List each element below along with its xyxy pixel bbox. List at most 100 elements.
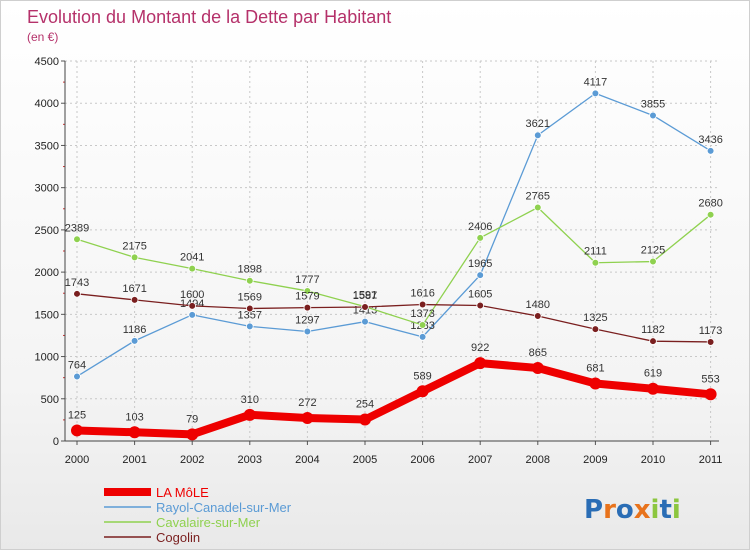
logo-letter: i — [651, 495, 660, 525]
data-point — [418, 333, 427, 341]
series-group: 7641186149413571297141312331965362141173… — [65, 76, 723, 441]
logo-letter: P — [584, 495, 603, 525]
data-label: 1587 — [353, 290, 377, 302]
data-point — [476, 234, 485, 242]
data-point — [591, 258, 600, 267]
data-label: 865 — [529, 347, 547, 359]
data-label: 1898 — [238, 264, 262, 276]
data-point — [474, 357, 487, 370]
data-label: 3855 — [641, 98, 665, 110]
data-point — [416, 385, 429, 398]
data-label: 1480 — [526, 299, 550, 311]
data-point — [246, 304, 254, 313]
data-label: 272 — [298, 397, 316, 409]
data-label: 3436 — [698, 134, 722, 146]
data-label: 764 — [68, 359, 86, 371]
proxiti-logo: Proxiti — [584, 495, 681, 525]
data-label: 2111 — [584, 246, 607, 258]
data-label: 1182 — [641, 324, 665, 336]
data-point — [533, 131, 542, 140]
x-tick-label: 2001 — [122, 454, 146, 466]
data-label: 1569 — [238, 292, 262, 304]
data-point — [243, 408, 256, 421]
data-point — [649, 111, 657, 120]
data-point — [188, 264, 197, 273]
logo-letter: o — [616, 495, 634, 525]
data-label: 1743 — [65, 277, 89, 289]
data-label: 79 — [186, 413, 198, 425]
data-label: 2680 — [698, 198, 722, 210]
chart-subtitle: (en €) — [27, 30, 58, 44]
data-label: 1965 — [468, 258, 492, 270]
data-label: 3621 — [526, 118, 550, 130]
data-point — [591, 89, 600, 98]
data-point — [589, 377, 602, 390]
x-tick-label: 2003 — [238, 454, 262, 466]
data-point — [301, 412, 314, 425]
x-tick-label: 2008 — [526, 454, 550, 466]
data-label: 1605 — [468, 288, 492, 300]
y-axis-ticks: 0 500 1000 1500 2000 2500 3000 3500 4000 4500 — [35, 56, 59, 448]
data-point — [130, 253, 139, 262]
y-tick-label: 3500 — [35, 140, 59, 152]
data-label: 1591 — [353, 290, 377, 302]
data-point — [704, 388, 717, 401]
data-label: 681 — [586, 362, 604, 374]
logo-letter: x — [634, 495, 651, 525]
data-point — [303, 327, 312, 336]
data-label: 2125 — [641, 245, 665, 257]
legend-label: Cogolin — [156, 530, 200, 545]
data-label: 1297 — [295, 314, 319, 326]
series-0: 125 103 79 310 272 254 589 922 865 681 619 553 — [68, 342, 720, 441]
data-point — [418, 321, 427, 329]
data-label: 922 — [471, 342, 489, 354]
data-point — [73, 372, 81, 381]
series-line — [73, 359, 715, 439]
data-label: 619 — [644, 368, 662, 380]
data-label: 2765 — [526, 191, 550, 203]
y-tick-label: 500 — [41, 394, 59, 406]
data-point — [533, 203, 542, 212]
data-label: 254 — [356, 399, 374, 411]
series-line — [76, 206, 712, 326]
x-tick-label: 2010 — [641, 454, 665, 466]
x-tick-label: 2009 — [583, 454, 607, 466]
data-point — [591, 325, 600, 333]
data-label: 125 — [68, 409, 86, 421]
data-point — [647, 382, 659, 395]
data-point — [361, 317, 369, 326]
logo-letter: t — [659, 495, 671, 525]
data-point — [706, 210, 715, 219]
data-point — [188, 302, 197, 310]
data-point — [303, 303, 312, 312]
x-tick-label: 2011 — [699, 454, 723, 466]
data-point — [246, 322, 254, 331]
x-tick-label: 2007 — [468, 454, 492, 466]
x-axis-ticks: 2000 2001 2002 2003 2004 2005 2006 2007 2008 2009… — [65, 454, 723, 466]
data-point — [130, 337, 139, 345]
series-1: 7641186149413571297141312331965362141173… — [68, 76, 723, 381]
data-point — [128, 426, 141, 439]
data-label: 4117 — [584, 76, 608, 88]
y-tick-label: 2500 — [35, 225, 59, 237]
data-point — [476, 301, 485, 310]
data-point — [130, 296, 139, 304]
series-line — [76, 92, 712, 378]
data-label: 310 — [241, 394, 259, 406]
data-label: 589 — [413, 370, 431, 382]
y-tick-label: 4000 — [35, 98, 59, 110]
data-point — [649, 257, 657, 266]
data-point — [533, 312, 542, 320]
y-tick-label: 4500 — [35, 56, 59, 68]
data-label: 553 — [701, 373, 719, 385]
data-point — [649, 337, 657, 345]
data-point — [706, 147, 715, 155]
data-label: 1600 — [180, 289, 204, 301]
data-label: 2389 — [65, 222, 89, 234]
x-tick-label: 2005 — [353, 454, 377, 466]
data-label: 2175 — [122, 240, 146, 252]
legend: LA MôLERayol-Canadel-sur-MerCavalaire-su… — [104, 485, 292, 545]
data-label: 1579 — [295, 291, 319, 303]
